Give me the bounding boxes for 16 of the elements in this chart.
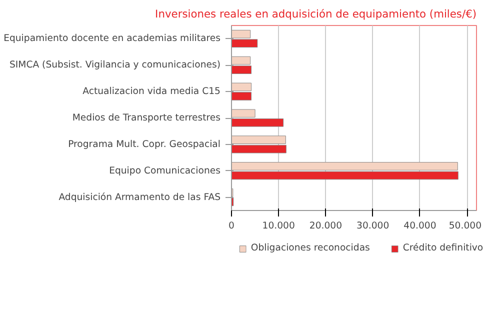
x-tick-label: 50.000: [448, 220, 482, 232]
x-tick-label: 30.000: [356, 220, 390, 232]
y-tick-label: Equipamiento docente en academias militares: [4, 33, 221, 44]
y-tick-label: Medios de Transporte terrestres: [72, 112, 221, 124]
y-tick-label: Adquisición Armamento de las FAS: [58, 192, 221, 203]
chart-title: Inversiones reales en adquisición de equipamiento (miles/€): [155, 8, 477, 20]
y-tick-label: Actualizacion vida media C15: [82, 86, 221, 98]
x-tick-label: 40.000: [404, 220, 436, 232]
y-tick-label: SIMCA (Subsist. Vigilancia y comunicaciones): [9, 60, 221, 71]
y-tick-label: Equipo Comunicaciones: [109, 165, 221, 176]
x-tick-label: 20.000: [309, 220, 342, 232]
legend-label: Obligaciones reconocidas: [250, 242, 370, 254]
legend-label: Crédito definitivo: [402, 242, 484, 254]
y-tick-label: Programa Mult. Copr. Geospacial: [68, 138, 221, 150]
x-tick-label: 10.000: [262, 220, 295, 232]
x-tick-label: 0: [228, 220, 235, 232]
